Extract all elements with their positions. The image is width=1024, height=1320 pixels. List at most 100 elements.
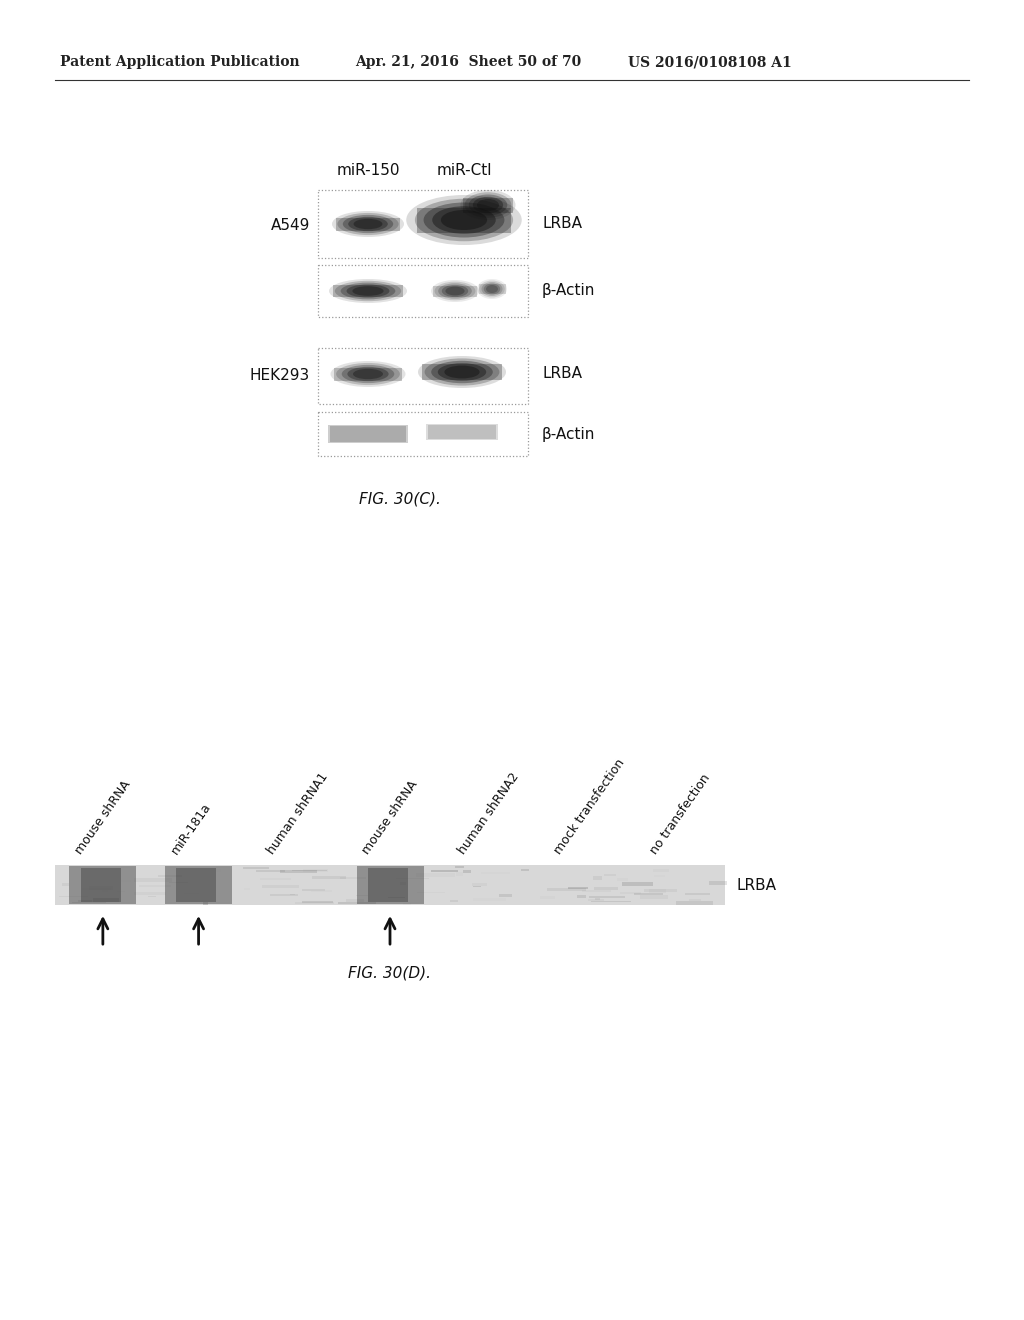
Bar: [473, 898, 506, 900]
Bar: [262, 884, 299, 888]
Bar: [334, 367, 401, 380]
Bar: [338, 902, 377, 904]
Text: LRBA: LRBA: [542, 367, 582, 381]
Bar: [302, 902, 333, 903]
Text: no transfection: no transfection: [647, 772, 713, 857]
Bar: [417, 891, 445, 894]
Bar: [456, 873, 463, 875]
Ellipse shape: [352, 286, 384, 296]
Bar: [260, 878, 291, 880]
Bar: [481, 873, 510, 874]
Bar: [595, 898, 600, 899]
Text: β-Actin: β-Actin: [542, 284, 595, 298]
Ellipse shape: [407, 195, 522, 246]
Text: Apr. 21, 2016  Sheet 50 of 70: Apr. 21, 2016 Sheet 50 of 70: [355, 55, 582, 69]
Bar: [426, 424, 498, 440]
Bar: [594, 887, 617, 890]
Ellipse shape: [479, 281, 505, 297]
Ellipse shape: [425, 359, 500, 385]
Bar: [417, 207, 511, 232]
Bar: [62, 883, 70, 886]
Bar: [318, 190, 528, 257]
Bar: [340, 876, 367, 879]
Bar: [302, 890, 325, 891]
Bar: [328, 425, 408, 444]
Bar: [521, 869, 529, 871]
Ellipse shape: [438, 284, 472, 298]
Ellipse shape: [424, 202, 505, 238]
Bar: [604, 874, 615, 876]
Bar: [499, 894, 512, 898]
Bar: [654, 875, 665, 876]
Text: human shRNA1: human shRNA1: [264, 771, 331, 857]
Bar: [582, 890, 611, 892]
Bar: [318, 265, 528, 317]
Bar: [311, 890, 332, 892]
Bar: [55, 865, 725, 906]
Bar: [593, 876, 602, 880]
Bar: [463, 198, 513, 213]
Ellipse shape: [341, 282, 395, 300]
Bar: [70, 866, 136, 904]
Ellipse shape: [441, 285, 468, 297]
Bar: [243, 867, 269, 869]
Ellipse shape: [469, 194, 507, 215]
Ellipse shape: [346, 284, 389, 297]
Text: mock transfection: mock transfection: [552, 756, 628, 857]
Bar: [456, 866, 464, 867]
Ellipse shape: [418, 356, 506, 388]
Bar: [81, 869, 121, 902]
Bar: [685, 894, 710, 895]
Bar: [206, 869, 221, 873]
Bar: [589, 896, 625, 899]
Ellipse shape: [483, 284, 501, 294]
Bar: [368, 869, 408, 902]
Bar: [203, 902, 208, 906]
Bar: [634, 894, 664, 895]
Ellipse shape: [431, 360, 493, 383]
Ellipse shape: [348, 216, 388, 231]
Bar: [72, 902, 106, 903]
Bar: [281, 870, 317, 873]
Bar: [318, 348, 528, 404]
Bar: [400, 882, 406, 884]
Bar: [165, 866, 232, 904]
Bar: [428, 425, 496, 440]
Text: miR-150: miR-150: [336, 162, 399, 178]
Bar: [134, 892, 166, 895]
Bar: [644, 890, 677, 892]
Bar: [184, 892, 199, 894]
Text: FIG. 30(C).: FIG. 30(C).: [359, 492, 441, 507]
Ellipse shape: [486, 285, 498, 293]
Bar: [473, 886, 481, 887]
Bar: [472, 883, 487, 886]
Ellipse shape: [329, 279, 407, 304]
Bar: [568, 887, 588, 890]
Bar: [333, 285, 403, 297]
Bar: [295, 902, 334, 904]
Text: US 2016/0108108 A1: US 2016/0108108 A1: [628, 55, 792, 69]
Ellipse shape: [445, 286, 465, 296]
Text: Patent Application Publication: Patent Application Publication: [60, 55, 300, 69]
Ellipse shape: [444, 366, 479, 379]
Ellipse shape: [337, 213, 398, 235]
Ellipse shape: [353, 219, 382, 230]
Text: LRBA: LRBA: [737, 878, 777, 892]
Bar: [450, 900, 458, 902]
Ellipse shape: [342, 364, 394, 383]
Bar: [176, 869, 216, 902]
Bar: [78, 900, 92, 902]
Text: mouse shRNA: mouse shRNA: [73, 779, 133, 857]
Ellipse shape: [477, 199, 499, 211]
Bar: [159, 875, 182, 876]
Bar: [311, 876, 345, 879]
Bar: [578, 895, 586, 898]
Bar: [89, 886, 113, 890]
Bar: [431, 870, 458, 873]
Bar: [649, 890, 667, 894]
Text: miR-181a: miR-181a: [169, 800, 214, 857]
Bar: [422, 364, 502, 380]
Ellipse shape: [343, 215, 393, 234]
Text: human shRNA2: human shRNA2: [456, 771, 522, 857]
Ellipse shape: [353, 368, 383, 379]
